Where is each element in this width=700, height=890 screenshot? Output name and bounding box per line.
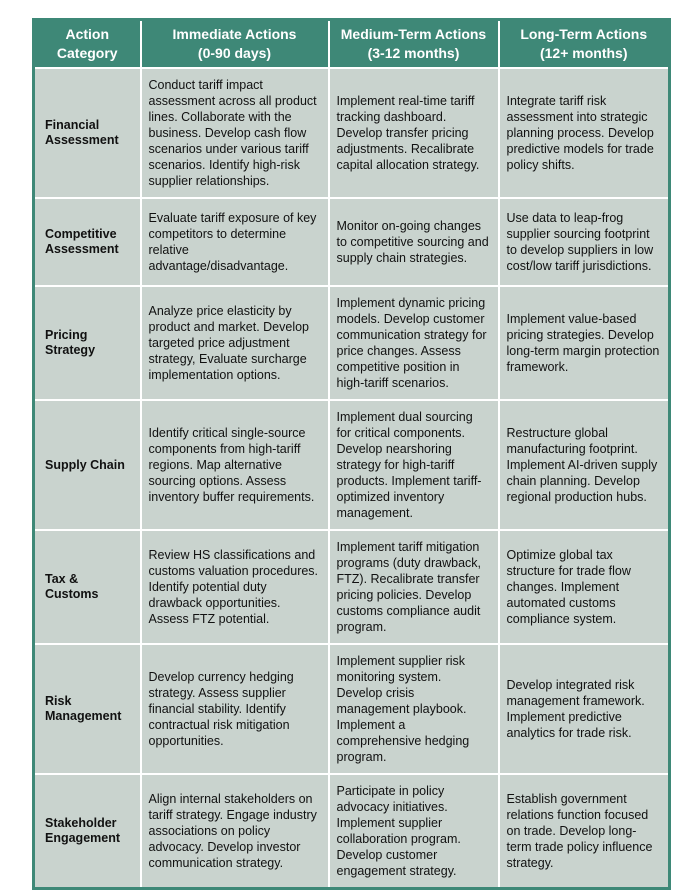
immediate-actions-cell: Identify critical single-source componen… [139, 399, 330, 531]
category-cell: Tax & Customs [33, 529, 142, 645]
header-line: Immediate Actions [172, 26, 297, 42]
table-header-row: Action Category Immediate Actions (0-90 … [33, 19, 670, 69]
long-term-actions-cell: Integrate tariff risk assessment into st… [497, 67, 670, 199]
medium-term-actions-cell: Implement real-time tariff tracking dash… [327, 67, 500, 199]
category-cell: Competitive Assessment [33, 197, 142, 287]
medium-term-actions-cell: Implement supplier risk monitoring syste… [327, 643, 500, 775]
table-row-pricing-strategy: Pricing Strategy Analyze price elasticit… [33, 285, 670, 401]
immediate-actions-cell: Analyze price elasticity by product and … [139, 285, 330, 401]
long-term-actions-cell: Use data to leap-frog supplier sourcing … [497, 197, 670, 287]
header-long-term-actions: Long-Term Actions (12+ months) [497, 19, 670, 69]
category-cell: Financial Assessment [33, 67, 142, 199]
immediate-actions-cell: Evaluate tariff exposure of key competit… [139, 197, 330, 287]
header-line: Long-Term Actions [520, 26, 648, 42]
tariff-action-plan-table: Action Category Immediate Actions (0-90 … [32, 18, 671, 890]
table-row-stakeholder-engagement: Stakeholder Engagement Align internal st… [33, 773, 670, 889]
table-row-financial-assessment: Financial Assessment Conduct tariff impa… [33, 67, 670, 199]
medium-term-actions-cell: Participate in policy advocacy initiativ… [327, 773, 500, 889]
long-term-actions-cell: Optimize global tax structure for trade … [497, 529, 670, 645]
medium-term-actions-cell: Implement tariff mitigation programs (du… [327, 529, 500, 645]
long-term-actions-cell: Implement value-based pricing strategies… [497, 285, 670, 401]
category-cell: Stakeholder Engagement [33, 773, 142, 889]
long-term-actions-cell: Develop integrated risk management frame… [497, 643, 670, 775]
medium-term-actions-cell: Implement dual sourcing for critical com… [327, 399, 500, 531]
header-line: (0-90 days) [197, 45, 272, 61]
category-cell: Risk Management [33, 643, 142, 775]
header-line: (12+ months) [539, 45, 628, 61]
header-action-category: Action Category [33, 19, 142, 69]
page: Action Category Immediate Actions (0-90 … [32, 18, 671, 890]
header-line: Medium-Term Actions [340, 26, 487, 42]
category-cell: Supply Chain [33, 399, 142, 531]
header-medium-term-actions: Medium-Term Actions (3-12 months) [327, 19, 500, 69]
immediate-actions-cell: Align internal stakeholders on tariff st… [139, 773, 330, 889]
immediate-actions-cell: Develop currency hedging strategy. Asses… [139, 643, 330, 775]
medium-term-actions-cell: Monitor on-going changes to competitive … [327, 197, 500, 287]
table-row-risk-management: Risk Management Develop currency hedging… [33, 643, 670, 775]
table-row-competitive-assessment: Competitive Assessment Evaluate tariff e… [33, 197, 670, 287]
table-row-tax-customs: Tax & Customs Review HS classifications … [33, 529, 670, 645]
long-term-actions-cell: Restructure global manufacturing footpri… [497, 399, 670, 531]
header-immediate-actions: Immediate Actions (0-90 days) [139, 19, 330, 69]
medium-term-actions-cell: Implement dynamic pricing models. Develo… [327, 285, 500, 401]
immediate-actions-cell: Conduct tariff impact assessment across … [139, 67, 330, 199]
long-term-actions-cell: Establish government relations function … [497, 773, 670, 889]
table-row-supply-chain: Supply Chain Identify critical single-so… [33, 399, 670, 531]
category-cell: Pricing Strategy [33, 285, 142, 401]
immediate-actions-cell: Review HS classifications and customs va… [139, 529, 330, 645]
header-line: Action [65, 26, 110, 42]
header-line: Category [56, 45, 118, 61]
header-line: (3-12 months) [367, 45, 460, 61]
